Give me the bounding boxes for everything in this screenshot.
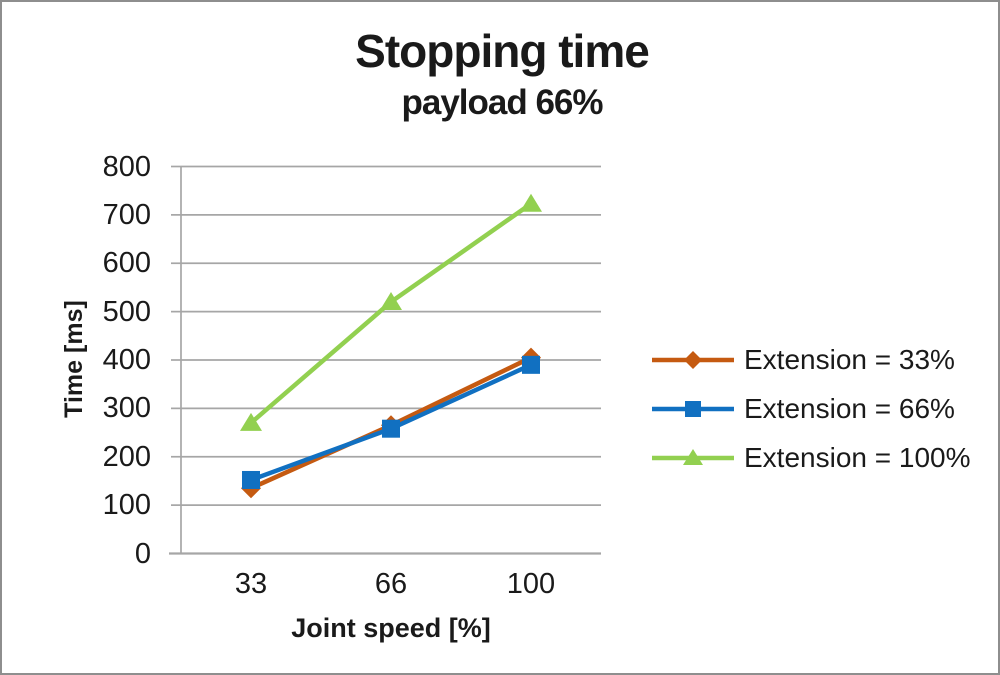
legend-label: Extension = 66%	[744, 392, 955, 424]
legend-item-extension-66: Extension = 66%	[650, 384, 971, 433]
legend-item-extension-33: Extension = 33%	[650, 335, 971, 384]
x-axis-title: Joint speed [%]	[291, 613, 491, 643]
y-axis-title: Time [ms]	[60, 300, 88, 418]
legend-label: Extension = 100%	[744, 441, 971, 473]
legend-marker-square-icon	[652, 400, 734, 417]
chart-title: Stopping time	[355, 25, 650, 77]
legend-label: Extension = 33%	[744, 343, 955, 375]
legend-item-extension-100: Extension = 100%	[650, 433, 971, 482]
legend-marker-triangle-icon	[652, 448, 734, 465]
legend-marker-diamond-icon	[652, 350, 734, 369]
chart-subtitle: payload 66%	[401, 83, 603, 122]
legend: Extension = 33% Extension = 66% Extensio…	[650, 335, 971, 482]
